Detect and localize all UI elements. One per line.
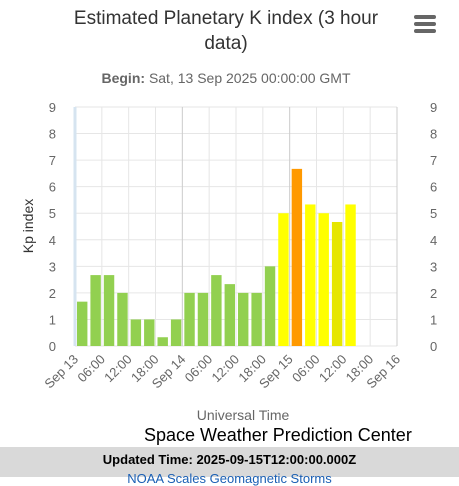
bar[interactable] bbox=[197, 292, 209, 346]
bar[interactable] bbox=[305, 204, 316, 346]
x-tick-label: 12:00 bbox=[316, 352, 350, 386]
x-tick-label: 12:00 bbox=[101, 352, 135, 386]
noaa-scales-link[interactable]: NOAA Scales Geomagnetic Storms bbox=[127, 471, 332, 486]
bar[interactable] bbox=[238, 292, 249, 346]
y-tick-label-right: 3 bbox=[430, 259, 437, 274]
bar[interactable] bbox=[170, 319, 182, 346]
y-tick-label-left: 2 bbox=[49, 286, 56, 301]
bar[interactable] bbox=[318, 213, 329, 346]
subtitle-label: Begin: bbox=[101, 70, 146, 86]
bar[interactable] bbox=[117, 292, 128, 346]
chart-title-line-1: Estimated Planetary K index (3 hour bbox=[73, 8, 379, 29]
y-tick-label-left: 0 bbox=[49, 339, 56, 354]
y-tick-label-left: 6 bbox=[49, 180, 56, 195]
credit-text: Space Weather Prediction Center bbox=[144, 425, 412, 445]
x-axis-label: Universal Time bbox=[197, 407, 290, 423]
y-tick-label-right: 5 bbox=[430, 206, 437, 221]
y-tick-label-left: 7 bbox=[49, 153, 56, 168]
x-tick-label: 12:00 bbox=[209, 352, 243, 386]
y-tick-label-right: 9 bbox=[430, 100, 437, 115]
y-tick-label-left: 8 bbox=[49, 127, 56, 142]
bar[interactable] bbox=[90, 275, 101, 346]
bar[interactable] bbox=[345, 204, 356, 346]
bar[interactable] bbox=[251, 292, 262, 346]
bar[interactable] bbox=[224, 284, 235, 346]
subtitle-value: Sat, 13 Sep 2025 00:00:00 GMT bbox=[148, 70, 351, 86]
bar[interactable] bbox=[130, 319, 142, 346]
y-tick-label-right: 1 bbox=[430, 312, 437, 327]
y-tick-label-left: 4 bbox=[49, 233, 56, 248]
y-tick-labels-left: 0 1 2 3 4 5 6 7 8 9 bbox=[49, 100, 56, 354]
grid-lines bbox=[73, 106, 398, 347]
bar[interactable] bbox=[103, 275, 115, 346]
hamburger-menu-icon[interactable] bbox=[414, 15, 436, 33]
bar[interactable] bbox=[264, 266, 276, 346]
bar[interactable] bbox=[77, 301, 88, 346]
x-tick-label: 06:00 bbox=[74, 352, 108, 386]
bar[interactable] bbox=[144, 319, 155, 346]
x-tick-label: Sep 13 bbox=[41, 352, 81, 392]
bar[interactable] bbox=[211, 275, 222, 346]
y-tick-label-right: 6 bbox=[430, 180, 437, 195]
bar[interactable] bbox=[157, 337, 168, 346]
y-tick-label-right: 4 bbox=[430, 233, 437, 248]
chart-subtitle: Begin: Sat, 13 Sep 2025 00:00:00 GMT bbox=[0, 70, 452, 86]
bar[interactable] bbox=[291, 168, 303, 346]
updated-time: Updated Time: 2025-09-15T12:00:00.000Z bbox=[102, 452, 357, 467]
footer-bar: Updated Time: 2025-09-15T12:00:00.000Z N… bbox=[0, 447, 459, 486]
bar[interactable] bbox=[184, 292, 195, 346]
y-tick-label-left: 9 bbox=[49, 100, 56, 115]
x-tick-label: 06:00 bbox=[289, 352, 323, 386]
y-tick-label-right: 0 bbox=[430, 339, 437, 354]
y-tick-label-left: 1 bbox=[49, 312, 56, 327]
y-tick-label-right: 8 bbox=[430, 127, 437, 142]
y-tick-label-left: 5 bbox=[49, 206, 56, 221]
bar[interactable] bbox=[331, 221, 343, 346]
x-tick-label: 06:00 bbox=[182, 352, 216, 386]
kp-index-chart: 0 1 2 3 4 5 6 7 8 9 0 1 2 3 4 5 6 7 8 9 Sep 1306:0012:0018… bbox=[20, 100, 437, 423]
chart-title-line-2: data) bbox=[204, 33, 248, 54]
y-tick-label-right: 2 bbox=[430, 286, 437, 301]
y-tick-labels-right: 0 1 2 3 4 5 6 7 8 9 bbox=[430, 100, 437, 354]
y-axis-label: Kp index bbox=[20, 199, 36, 253]
y-tick-label-right: 7 bbox=[430, 153, 437, 168]
y-tick-label-left: 3 bbox=[49, 259, 56, 274]
bars bbox=[77, 168, 356, 346]
bar[interactable] bbox=[278, 213, 289, 346]
